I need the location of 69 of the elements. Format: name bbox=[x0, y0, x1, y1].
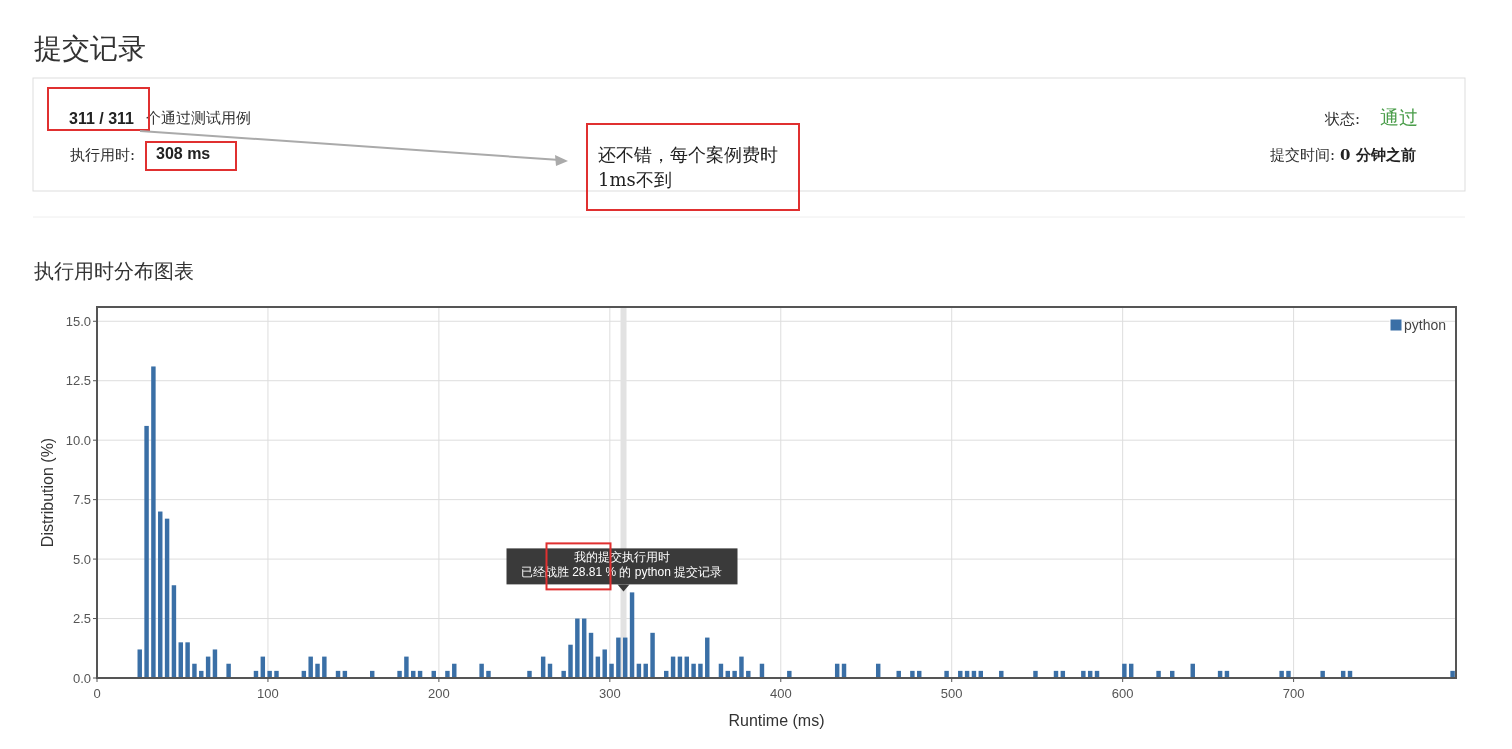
bar bbox=[1320, 670, 1325, 678]
x-tick-label: 500 bbox=[940, 686, 963, 701]
bar bbox=[616, 637, 621, 678]
bar bbox=[691, 663, 696, 678]
text: 还不错，每个案例费时1ms不到 bbox=[598, 143, 779, 192]
bar bbox=[479, 663, 484, 678]
bar bbox=[151, 366, 156, 678]
bar bbox=[1156, 670, 1161, 678]
bar bbox=[698, 663, 703, 678]
bar bbox=[1081, 670, 1086, 678]
bar bbox=[944, 670, 949, 678]
x-tick-label: 100 bbox=[257, 686, 279, 701]
bar bbox=[575, 618, 580, 678]
bar bbox=[144, 425, 149, 678]
bar bbox=[185, 642, 190, 678]
x-tick-label: 0 bbox=[93, 686, 101, 701]
bar bbox=[561, 670, 566, 678]
text: 提交时间: bbox=[1269, 146, 1335, 164]
bar bbox=[1122, 663, 1127, 678]
bar bbox=[746, 670, 751, 678]
bar bbox=[609, 663, 614, 678]
bar bbox=[527, 670, 532, 678]
chart-subtitle: 执行用时分布图表 bbox=[34, 259, 194, 283]
y-tick-label: 15.0 bbox=[65, 313, 91, 329]
bar bbox=[308, 656, 313, 678]
bar bbox=[1286, 670, 1291, 678]
bar bbox=[787, 670, 792, 678]
bar bbox=[226, 663, 231, 678]
x-tick-label: 200 bbox=[428, 686, 450, 701]
bar bbox=[192, 663, 197, 678]
bar bbox=[568, 644, 573, 678]
y-tick-label: 5.0 bbox=[72, 551, 91, 567]
x-tick-label: 600 bbox=[1111, 686, 1134, 701]
y-tick-label: 7.5 bbox=[72, 492, 91, 508]
bar bbox=[274, 670, 279, 678]
bar bbox=[486, 670, 491, 678]
legend-label: python bbox=[1404, 317, 1447, 333]
y-tick-label: 0.0 bbox=[72, 670, 91, 686]
bar bbox=[910, 670, 915, 678]
bar bbox=[322, 656, 327, 678]
bar bbox=[397, 670, 402, 678]
bar bbox=[267, 670, 272, 678]
text: 通过 bbox=[1380, 106, 1418, 128]
text: 0 分钟之前 bbox=[1340, 146, 1416, 164]
bar bbox=[404, 656, 409, 678]
x-tick-label: 700 bbox=[1282, 686, 1305, 701]
bar bbox=[999, 670, 1004, 678]
text: 执行用时: bbox=[70, 146, 136, 164]
text: 308 ms bbox=[156, 145, 211, 162]
bar bbox=[1279, 670, 1284, 678]
bar bbox=[650, 632, 655, 678]
x-axis-title: Runtime (ms) bbox=[728, 712, 825, 729]
text: 311 / 311 bbox=[69, 110, 135, 127]
x-tick-label: 300 bbox=[598, 686, 621, 701]
y-axis-title: Distribution (%) bbox=[39, 437, 56, 548]
bar bbox=[1033, 670, 1038, 678]
y-tick-label: 12.5 bbox=[65, 373, 91, 389]
annotation: 我的提交执行用时 bbox=[573, 550, 670, 565]
bar bbox=[602, 649, 607, 678]
y-tick-label: 2.5 bbox=[72, 611, 91, 627]
text: 状态: bbox=[1323, 110, 1360, 128]
bar bbox=[445, 670, 450, 678]
y-tick-label: 10.0 bbox=[65, 432, 91, 448]
chart-title: 提交记录 bbox=[34, 32, 146, 65]
bar bbox=[315, 663, 320, 678]
x-tick-label: 400 bbox=[769, 686, 792, 701]
bar bbox=[1450, 670, 1455, 678]
bar bbox=[732, 670, 737, 678]
bar bbox=[739, 656, 744, 678]
